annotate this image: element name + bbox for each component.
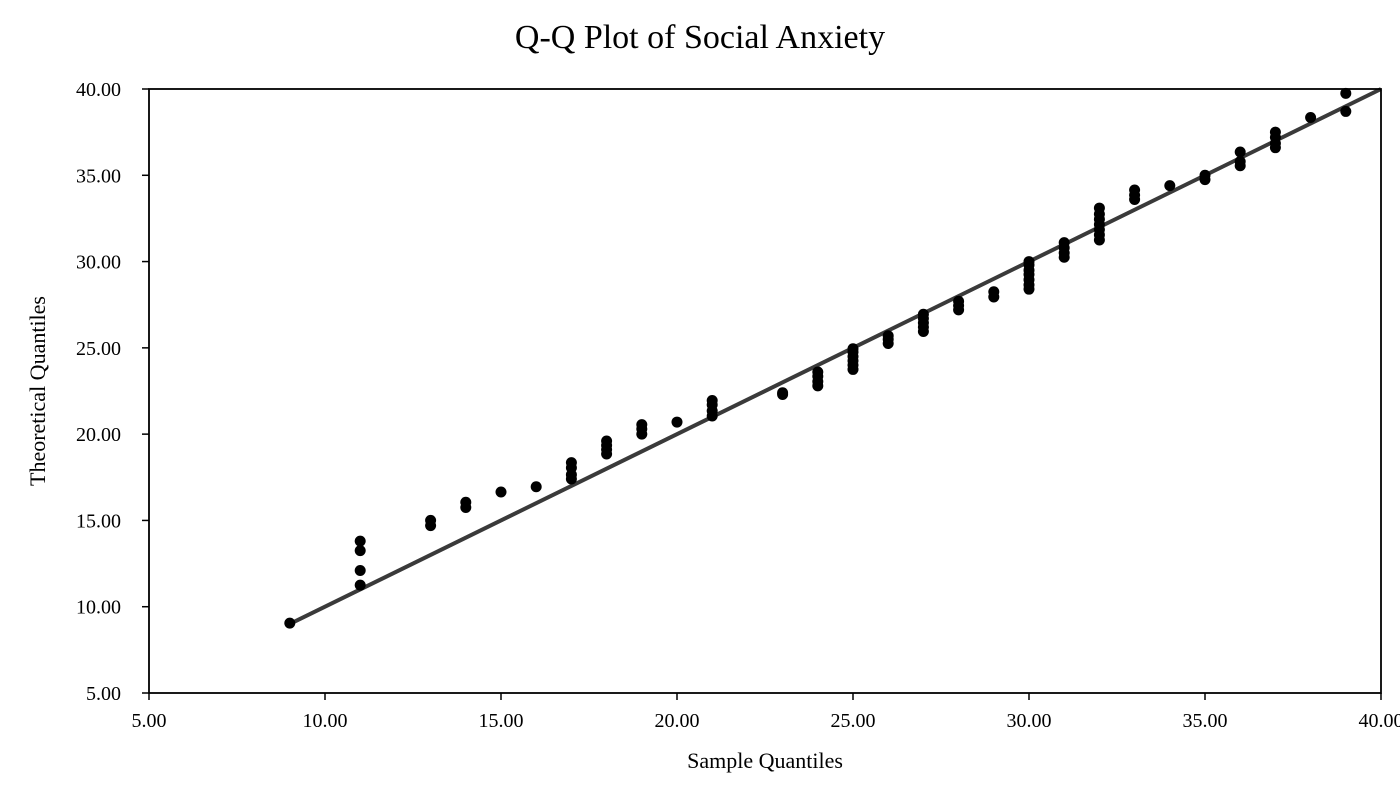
data-point [812,366,824,378]
x-tick-label: 10.00 [303,710,348,732]
y-tick-label: 20.00 [76,424,121,446]
data-point [1164,180,1176,192]
data-point [1129,184,1141,196]
data-point [530,481,542,493]
y-tick-label: 10.00 [76,597,121,619]
y-tick-label: 25.00 [76,338,121,360]
y-axis-label: Theoretical Quantiles [25,296,50,486]
data-point [988,286,1000,298]
data-point [1234,155,1246,167]
data-point [601,435,613,447]
data-point [354,579,366,591]
x-tick-label: 25.00 [831,710,876,732]
reference-line [288,87,1382,626]
data-point [1340,105,1352,117]
data-point [1058,237,1070,249]
data-point [882,330,894,342]
y-axis-ticks: 5.00 10.00 15.00 20.00 25.00 30.00 35.00 40.00 [76,79,149,705]
x-tick-label: 5.00 [132,710,167,732]
x-tick-label: 20.00 [655,710,700,732]
data-point [1269,126,1281,138]
y-tick-label: 5.00 [86,683,121,705]
data-point [777,387,789,399]
data-points [284,87,1352,629]
data-point [354,564,366,576]
data-point [354,545,366,557]
data-point [917,308,929,320]
data-point [565,457,577,469]
data-point [425,514,437,526]
chart-title: Q-Q Plot of Social Anxiety [515,19,885,56]
y-tick-label: 35.00 [76,165,121,187]
data-point [953,295,965,307]
data-point [1023,256,1035,268]
data-point [495,486,507,498]
data-point [354,535,366,547]
data-point [1093,202,1105,214]
data-point [1234,146,1246,158]
x-tick-label: 35.00 [1183,710,1228,732]
data-point [671,416,683,428]
plot-area-frame [148,88,1382,694]
y-tick-label: 30.00 [76,252,121,274]
data-point [636,419,648,431]
data-point [1199,169,1211,181]
data-point [706,394,718,406]
x-axis-label: Sample Quantiles [687,748,843,773]
x-tick-label: 40.00 [1359,710,1400,732]
x-axis-ticks: 5.00 10.00 15.00 20.00 25.00 30.00 35.00 40.00 [132,693,1400,732]
data-point [847,343,859,355]
data-point [284,617,296,629]
data-point [460,496,472,508]
y-tick-label: 15.00 [76,510,121,532]
data-point [1340,87,1352,99]
y-tick-label: 40.00 [76,79,121,101]
x-tick-label: 15.00 [479,710,524,732]
x-tick-label: 30.00 [1007,710,1052,732]
data-point [1305,111,1317,123]
